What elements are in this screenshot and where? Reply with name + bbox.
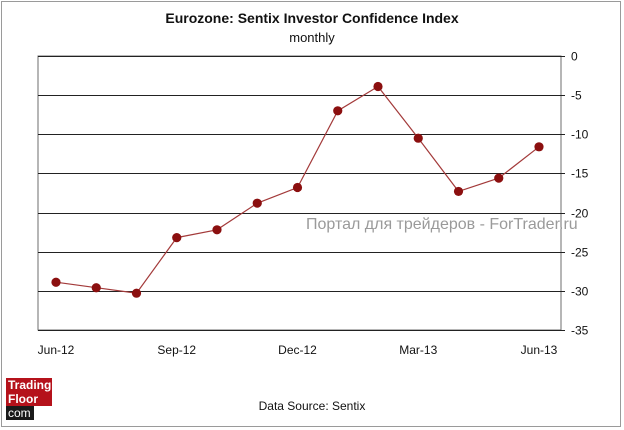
chart-subtitle: monthly: [289, 30, 335, 45]
data-point: [453, 186, 464, 197]
data-point: [131, 288, 142, 298]
plot-area-border: [37, 55, 562, 331]
y-tick-label: -5: [571, 89, 582, 103]
x-tick-label: Jun-12: [38, 343, 75, 357]
logo-line-1: Trading: [6, 378, 52, 392]
y-tick-label: -30: [571, 285, 589, 299]
y-tick-label: 0: [571, 50, 578, 64]
logo-line-3: com: [6, 406, 34, 420]
data-point: [212, 225, 222, 235]
data-point: [333, 106, 343, 116]
data-point: [494, 173, 504, 183]
data-source-note: Data Source: Sentix: [258, 399, 366, 413]
y-tick-label: -10: [571, 128, 589, 142]
y-tick-label: -25: [571, 246, 589, 260]
data-point: [172, 233, 182, 243]
x-tick-label: Dec-12: [278, 343, 317, 357]
x-tick-label: Jun-13: [521, 343, 558, 357]
data-point: [534, 142, 544, 152]
y-tick-label: -35: [571, 324, 589, 338]
data-point: [413, 133, 423, 143]
watermark-text: Портал для трейдеров - ForTrader.ru: [306, 216, 578, 233]
data-point: [91, 283, 101, 293]
data-point: [292, 182, 303, 193]
y-tick-label: -20: [571, 207, 589, 221]
y-tick-label: -15: [571, 167, 589, 181]
data-point: [51, 277, 61, 287]
data-point: [373, 81, 383, 92]
logo-line-2: Floor: [6, 392, 52, 406]
x-tick-label: Mar-13: [399, 343, 437, 357]
chart-title: Eurozone: Sentix Investor Confidence Ind…: [165, 10, 459, 26]
data-point: [252, 198, 262, 208]
x-tick-label: Sep-12: [157, 343, 196, 357]
tradingfloor-logo: Trading Floor com: [6, 378, 52, 422]
